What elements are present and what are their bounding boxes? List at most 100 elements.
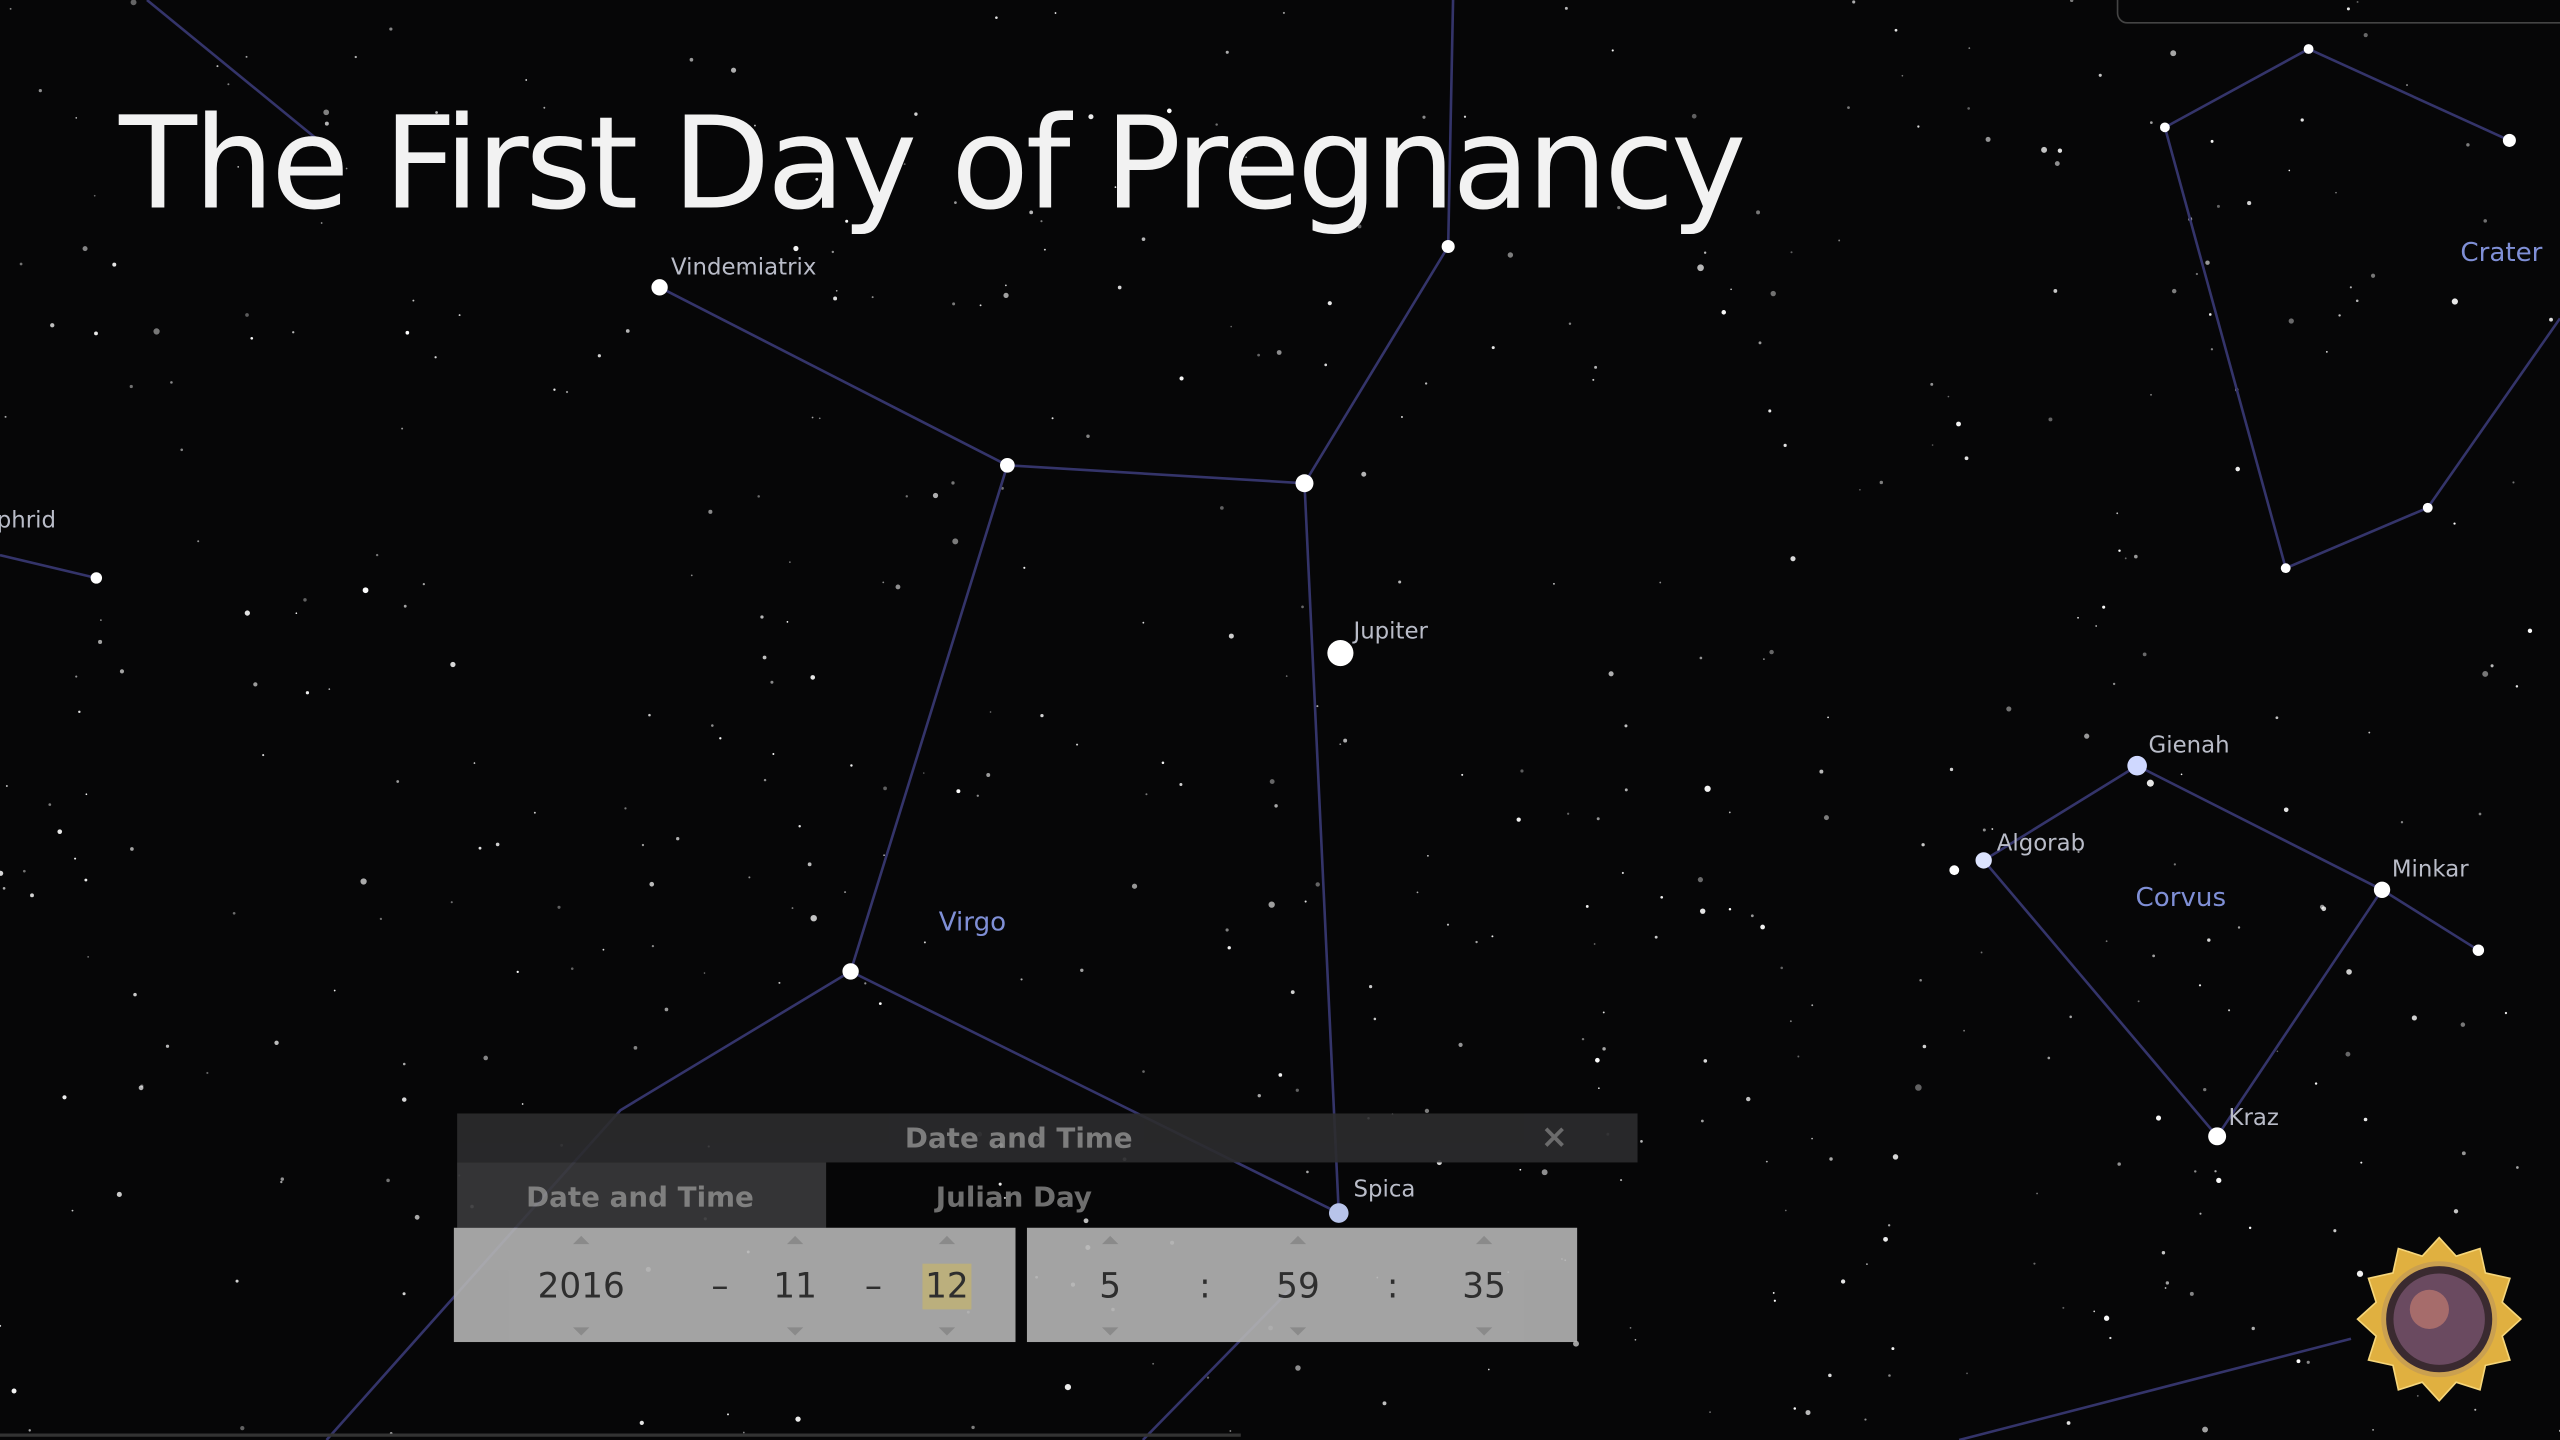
star	[1772, 1291, 1775, 1294]
second-field[interactable]: 35	[1462, 1267, 1506, 1307]
spin-down[interactable]	[1102, 1327, 1119, 1336]
star	[649, 881, 655, 887]
star	[1304, 900, 1307, 903]
star	[2247, 201, 2252, 206]
star	[1361, 471, 1367, 477]
star	[703, 972, 706, 974]
star	[2205, 260, 2210, 265]
star	[1142, 621, 1145, 624]
tab-active[interactable]	[457, 1162, 827, 1228]
star	[2325, 350, 2328, 353]
star	[1114, 186, 1117, 188]
star	[1592, 378, 1595, 381]
tab[interactable]: Julian Day	[934, 1181, 1092, 1214]
star	[1080, 968, 1084, 972]
star	[1301, 605, 1304, 609]
star	[1269, 779, 1275, 784]
star	[521, 1103, 524, 1105]
star	[280, 1180, 283, 1184]
star	[116, 1191, 122, 1197]
spin-up[interactable]	[786, 1235, 804, 1245]
star	[778, 981, 781, 984]
star	[1003, 1196, 1006, 1199]
star	[791, 907, 794, 909]
spin-down[interactable]	[1289, 1327, 1307, 1336]
star	[831, 250, 835, 254]
star	[835, 289, 838, 292]
star	[1956, 421, 1961, 427]
separator: :	[1387, 1267, 1399, 1307]
spin-up[interactable]	[1289, 1235, 1307, 1245]
star	[354, 55, 357, 59]
spin-up[interactable]	[1102, 1235, 1119, 1245]
spin-up[interactable]	[573, 1235, 590, 1245]
spin-down[interactable]	[786, 1327, 804, 1336]
star	[1840, 1279, 1846, 1284]
star	[1076, 743, 1079, 746]
star	[1446, 923, 1450, 926]
star	[625, 329, 630, 333]
spin-up[interactable]	[1475, 1235, 1493, 1245]
star	[795, 1416, 801, 1422]
star	[525, 79, 528, 81]
star	[93, 194, 96, 197]
star	[130, 847, 134, 851]
minute-field[interactable]: 59	[1276, 1267, 1320, 1307]
hour-field[interactable]: 5	[1099, 1267, 1121, 1307]
star	[1892, 1154, 1899, 1160]
star	[2149, 121, 2153, 124]
separator: :	[1199, 1267, 1211, 1307]
star	[1966, 1372, 1968, 1375]
spin-down[interactable]	[938, 1327, 956, 1336]
star	[1131, 883, 1138, 889]
star	[2173, 863, 2176, 866]
spin-down[interactable]	[573, 1327, 590, 1336]
close-button[interactable]: ×	[1541, 1118, 1568, 1156]
spin-up[interactable]	[938, 1235, 956, 1245]
star	[48, 803, 52, 806]
star	[2057, 148, 2063, 153]
star	[2288, 318, 2294, 324]
star	[762, 655, 767, 660]
day-field[interactable]: 12	[925, 1267, 969, 1307]
star-label: phrid	[0, 507, 56, 533]
star	[1709, 1411, 1711, 1413]
star	[75, 675, 78, 678]
star	[1117, 285, 1122, 290]
star	[2146, 779, 2154, 787]
star	[71, 1209, 74, 1212]
star	[1003, 292, 1009, 298]
star	[2152, 954, 2156, 958]
star	[952, 538, 959, 545]
star	[1541, 1169, 1548, 1176]
star	[1699, 656, 1703, 660]
star	[789, 561, 791, 563]
star	[727, 1413, 729, 1416]
star	[412, 299, 415, 302]
year-field[interactable]: 2016	[538, 1267, 625, 1307]
spin-arrows[interactable]	[573, 1235, 1493, 1336]
spin-down[interactable]	[1475, 1327, 1493, 1336]
star	[1769, 649, 1774, 655]
star	[1793, 1407, 1797, 1410]
star	[1624, 788, 1628, 792]
star	[414, 1214, 420, 1220]
star	[237, 165, 240, 168]
star	[2105, 940, 2108, 943]
star	[2116, 512, 2119, 515]
star	[1598, 1087, 1600, 1090]
star	[250, 336, 254, 340]
star	[1179, 782, 1183, 787]
star	[2155, 1115, 2162, 1121]
star	[2199, 1212, 2202, 1215]
star	[1020, 978, 1023, 981]
star	[1985, 136, 1991, 142]
month-field[interactable]: 11	[773, 1267, 817, 1307]
star	[1620, 1179, 1623, 1182]
star	[1728, 907, 1732, 911]
star	[676, 837, 680, 841]
tab[interactable]: Date and Time	[526, 1181, 754, 1214]
separator: –	[865, 1267, 882, 1307]
star	[1491, 935, 1494, 938]
star	[2165, 1281, 2170, 1285]
